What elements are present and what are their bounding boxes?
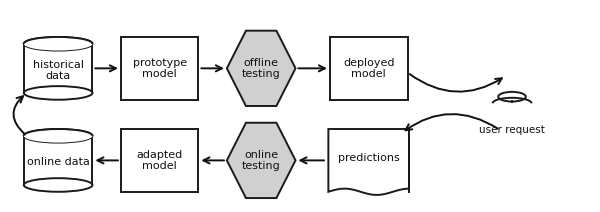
Bar xyxy=(330,37,407,100)
Ellipse shape xyxy=(24,37,92,50)
Polygon shape xyxy=(227,31,296,106)
Text: adapted
model: adapted model xyxy=(137,150,183,171)
Bar xyxy=(121,129,199,192)
Ellipse shape xyxy=(24,129,92,143)
Ellipse shape xyxy=(24,178,92,192)
Ellipse shape xyxy=(24,37,92,50)
Circle shape xyxy=(498,92,526,102)
Bar xyxy=(24,44,92,93)
Bar xyxy=(24,136,92,185)
Text: deployed
model: deployed model xyxy=(343,57,394,79)
Text: offline
testing: offline testing xyxy=(242,57,281,79)
Text: online
testing: online testing xyxy=(242,150,281,171)
Text: user request: user request xyxy=(479,125,545,135)
Bar xyxy=(121,37,199,100)
Text: historical
data: historical data xyxy=(32,60,83,81)
Text: prototype
model: prototype model xyxy=(133,57,187,79)
Polygon shape xyxy=(328,129,409,195)
Ellipse shape xyxy=(24,86,92,100)
Ellipse shape xyxy=(24,129,92,143)
Polygon shape xyxy=(227,123,296,198)
Text: predictions: predictions xyxy=(338,153,400,163)
Text: online data: online data xyxy=(26,158,89,167)
